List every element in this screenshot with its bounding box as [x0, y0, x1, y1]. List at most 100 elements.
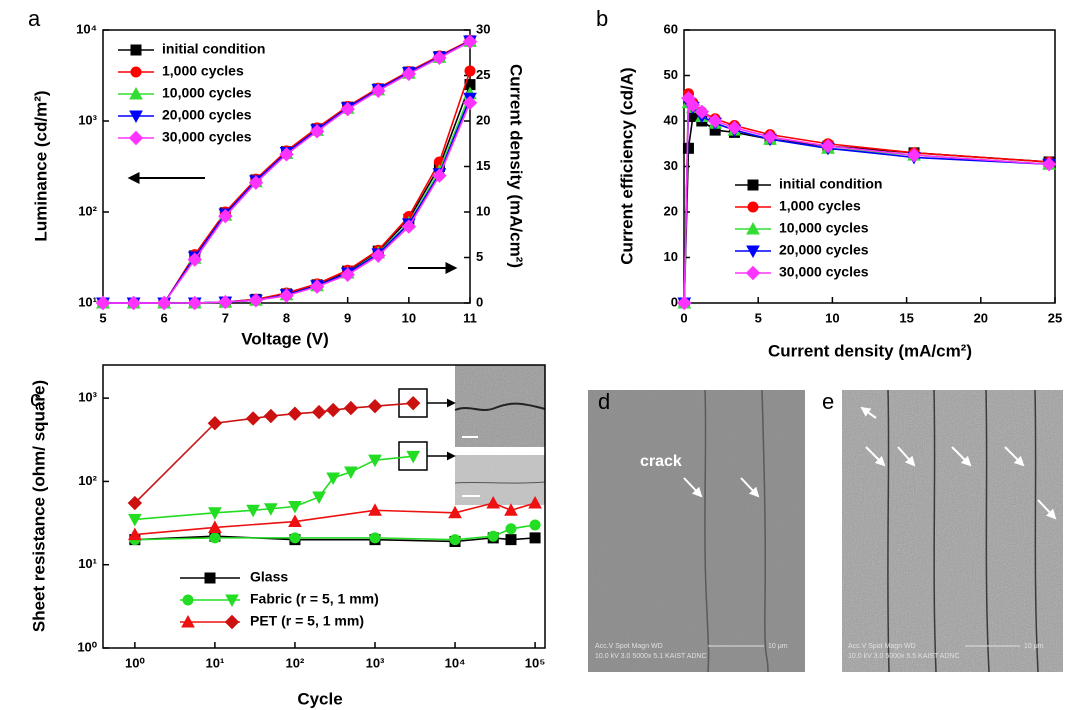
- legend-marker: [131, 67, 141, 77]
- panel-label: d: [598, 389, 610, 414]
- marker: [368, 400, 381, 413]
- y-tick-label: 10³: [78, 390, 97, 405]
- series-line: [135, 503, 535, 535]
- legend-label: Fabric (r = 5, 1 mm): [250, 591, 379, 607]
- x-axis-label: Current density (mA/cm²): [768, 341, 972, 360]
- legend-label: initial condition: [162, 41, 265, 57]
- marker: [210, 533, 220, 543]
- x-tick-label: 10⁰: [125, 655, 145, 670]
- series-line: [103, 42, 470, 303]
- legend-label: 1,000 cycles: [779, 198, 861, 214]
- inset-top: [455, 365, 545, 447]
- marker: [264, 410, 277, 423]
- y-tick-label: 10: [664, 249, 678, 264]
- x-tick-label: 7: [222, 310, 229, 325]
- y-tick-label: 60: [664, 21, 678, 36]
- marker: [313, 406, 326, 419]
- legend-label: PET (r = 5, 1 mm): [250, 613, 364, 629]
- x-tick-label: 10³: [366, 655, 385, 670]
- x-tick-label: 25: [1048, 310, 1062, 325]
- y-axis-label: Sheet resistance (ohm/ square): [29, 380, 48, 632]
- y-tick-label: 30: [664, 158, 678, 173]
- y-tick-label: 10¹: [78, 294, 97, 309]
- x-tick-label: 10²: [286, 655, 305, 670]
- legend-label: initial condition: [779, 176, 882, 192]
- y-tick-label: 10⁴: [76, 21, 97, 36]
- marker: [488, 531, 498, 541]
- x-tick-label: 0: [680, 310, 687, 325]
- y-tick-label: 10²: [78, 473, 97, 488]
- inset-texture: [455, 455, 545, 505]
- scale-label: 10 μm: [768, 643, 788, 650]
- legend-marker: [130, 132, 143, 145]
- y2-axis-label: Current density (mA/cm²): [507, 64, 526, 268]
- legend-marker: [183, 595, 193, 605]
- plot-frame: [684, 30, 1055, 303]
- legend-marker: [748, 202, 758, 212]
- x-tick-label: 10⁴: [445, 655, 466, 670]
- panel-label: e: [822, 389, 834, 414]
- series-line: [103, 41, 470, 303]
- inset-bottom: [455, 455, 545, 505]
- marker: [407, 397, 420, 410]
- x-tick-label: 10¹: [206, 655, 225, 670]
- y-tick-label: 20: [664, 203, 678, 218]
- panel-label: c: [30, 386, 41, 411]
- legend-label: 20,000 cycles: [779, 242, 869, 258]
- y2-tick-label: 5: [476, 249, 483, 264]
- y2-tick-label: 0: [476, 294, 483, 309]
- y-tick-label: 50: [664, 67, 678, 82]
- marker: [506, 535, 516, 545]
- y2-tick-label: 10: [476, 203, 490, 218]
- legend-label: 30,000 cycles: [779, 264, 869, 280]
- x-tick-label: 11: [463, 310, 477, 325]
- legend-label: 10,000 cycles: [162, 85, 252, 101]
- legend-label: Glass: [250, 569, 288, 585]
- series-line: [103, 41, 470, 303]
- y-axis-label: Luminance (cd/m²): [31, 90, 50, 241]
- sem-image-d: crack Acc.V Spot Magn WD 10.0 kV 3.0 500…: [588, 389, 805, 672]
- image-texture: [842, 390, 1063, 672]
- marker: [290, 533, 300, 543]
- legend-marker: [131, 45, 141, 55]
- x-axis-label: Cycle: [297, 689, 342, 708]
- marker: [370, 533, 380, 543]
- y-tick-label: 40: [664, 112, 678, 127]
- image-info: 10.0 kV 3.0 5000x 5.5 KAIST ADNC: [848, 653, 960, 660]
- legend-marker: [747, 267, 760, 280]
- x-tick-label: 6: [161, 310, 168, 325]
- y2-tick-label: 15: [476, 158, 490, 173]
- panel-label: a: [28, 6, 41, 31]
- legend-marker: [205, 573, 215, 583]
- marker: [327, 404, 340, 417]
- x-tick-label: 5: [99, 310, 106, 325]
- y-tick-label: 10⁰: [77, 639, 97, 654]
- panel-label: b: [596, 6, 608, 31]
- marker: [344, 402, 357, 415]
- legend-label: 30,000 cycles: [162, 129, 252, 145]
- y2-tick-label: 25: [476, 67, 490, 82]
- x-tick-label: 20: [974, 310, 988, 325]
- scale-label: 10 μm: [1024, 643, 1044, 650]
- series-line: [103, 103, 470, 303]
- x-tick-label: 10⁵: [525, 655, 546, 670]
- y-tick-label: 10³: [78, 112, 97, 127]
- marker: [345, 467, 357, 478]
- legend-label: 20,000 cycles: [162, 107, 252, 123]
- annotation: crack: [640, 453, 682, 470]
- x-tick-label: 8: [283, 310, 290, 325]
- legend-marker: [226, 616, 239, 629]
- image-texture: [588, 390, 805, 672]
- x-tick-label: 10: [402, 310, 416, 325]
- series-line: [103, 40, 470, 303]
- legend-label: 10,000 cycles: [779, 220, 869, 236]
- marker: [530, 520, 540, 530]
- sem-image-e: Acc.V Spot Magn WD 10.0 kV 3.0 5000x 5.5…: [822, 389, 1063, 672]
- marker: [450, 535, 460, 545]
- legend-marker: [748, 180, 758, 190]
- marker: [247, 412, 260, 425]
- y-tick-label: 0: [671, 294, 678, 309]
- y-axis-label: Current efficiency (cd/A): [617, 67, 636, 264]
- image-info: Acc.V Spot Magn WD: [595, 643, 663, 650]
- marker: [530, 533, 540, 543]
